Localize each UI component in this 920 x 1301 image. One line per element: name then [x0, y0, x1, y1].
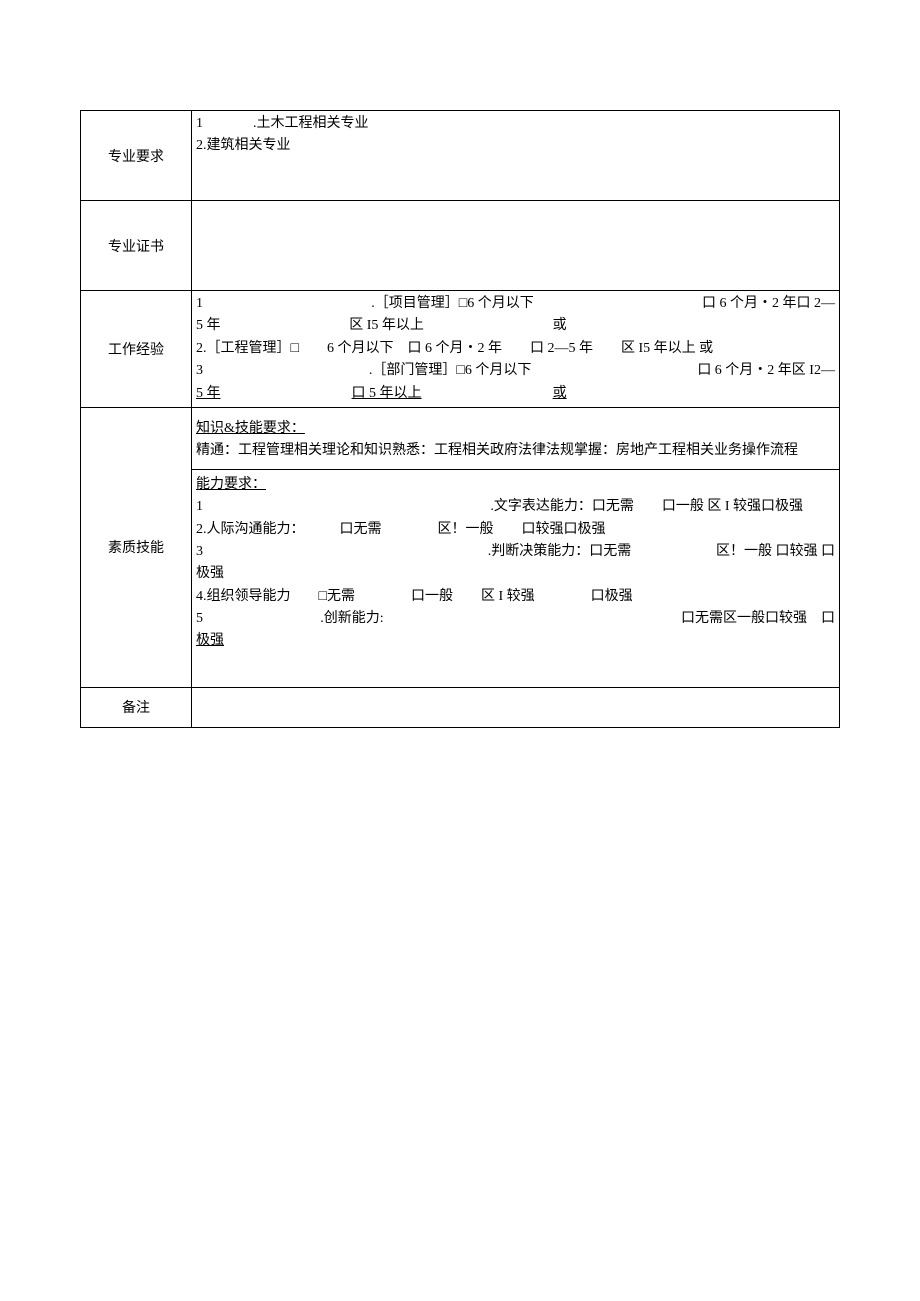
label-skills: 素质技能	[81, 407, 192, 687]
requirements-table: 专业要求 1 .土木工程相关专业 2.建筑相关专业 专业证书 工作经验 1 .［…	[80, 110, 840, 728]
a5-mid: .创新能力:	[320, 608, 383, 630]
a5-no: 5	[196, 608, 203, 630]
exp-l5a: 5 年	[196, 383, 221, 405]
ability-title: 能力要求：	[196, 474, 835, 496]
content-experience: 1 .［项目管理］□6 个月以下 口 6 个月・2 年口 2— 5 年 区 I5…	[192, 291, 840, 408]
content-certificate	[192, 201, 840, 291]
label-remarks: 备注	[81, 687, 192, 727]
exp-l4a: 3	[196, 360, 203, 382]
exp-l3: 2.［工程管理］□ 6 个月以下 口 6 个月・2 年 口 2—5 年 区 I5…	[196, 338, 835, 360]
a4: 4.组织领导能力 □无需 口一般 区 I 较强 口极强	[196, 586, 835, 608]
exp-l1b: .［项目管理］□6 个月以下	[371, 293, 533, 315]
exp-l4c: 口 6 个月・2 年区 I2—	[697, 360, 835, 382]
exp-l1c: 口 6 个月・2 年口 2—	[702, 293, 835, 315]
prof-item1-no: 1	[196, 113, 203, 135]
label-certificate: 专业证书	[81, 201, 192, 291]
a1-no: 1	[196, 496, 203, 518]
a5-end: 极强	[196, 630, 835, 652]
exp-l2c: 或	[553, 315, 567, 337]
a1-text: .文字表达能力：口无需 口一般 区 I 较强口极强	[490, 496, 803, 518]
content-remarks	[192, 687, 840, 727]
knowledge-body: 精通：工程管理相关理论和知识熟悉：工程相关政府法律法规掌握：房地产工程相关业务操…	[196, 440, 835, 462]
content-professional: 1 .土木工程相关专业 2.建筑相关专业	[192, 111, 840, 201]
a2: 2.人际沟通能力： 口无需 区！一般 口较强口极强	[196, 519, 835, 541]
exp-l4b: .［部门管理］□6 个月以下	[369, 360, 531, 382]
exp-l2a: 5 年	[196, 315, 221, 337]
exp-l5b: 口 5 年以上	[352, 383, 422, 405]
prof-item2: 2.建筑相关专业	[196, 135, 835, 157]
knowledge-title: 知识&技能要求：	[196, 418, 835, 440]
exp-l5c: 或	[553, 383, 567, 405]
exp-l2b: 区 I5 年以上	[349, 315, 424, 337]
content-skills: 知识&技能要求： 精通：工程管理相关理论和知识熟悉：工程相关政府法律法规掌握：房…	[192, 407, 840, 687]
a3-end: 极强	[196, 563, 835, 585]
exp-l1a: 1	[196, 293, 203, 315]
a3-text: .判断决策能力：口无需	[488, 541, 632, 563]
label-experience: 工作经验	[81, 291, 192, 408]
a3-tail: 区！一般 口较强 口	[716, 541, 835, 563]
prof-item1-text: .土木工程相关专业	[253, 113, 369, 135]
label-professional: 专业要求	[81, 111, 192, 201]
a5-tail: 口无需区一般口较强 口	[681, 608, 835, 630]
a3-no: 3	[196, 541, 203, 563]
